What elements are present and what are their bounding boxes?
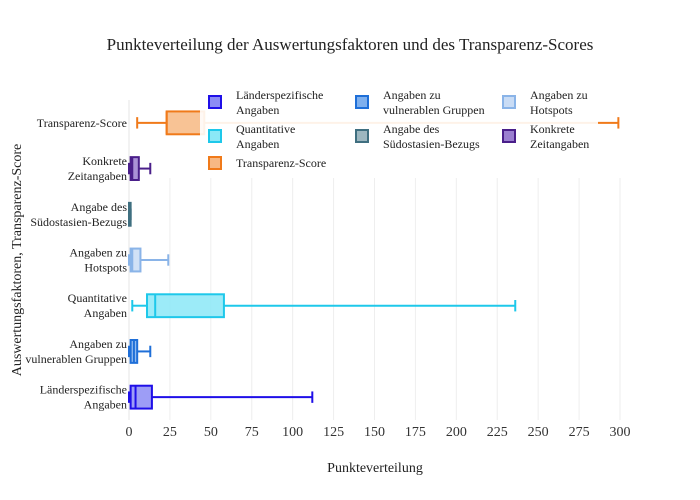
x-tick-label: 150 bbox=[364, 425, 385, 440]
box bbox=[129, 156, 140, 181]
legend-label: Hotspots bbox=[530, 103, 573, 117]
legend-label: Angaben bbox=[236, 137, 279, 151]
box-0[interactable] bbox=[128, 384, 314, 410]
category-label: Südostasien-Bezugs bbox=[30, 215, 127, 229]
x-tick-label: 100 bbox=[282, 425, 303, 440]
category-label: Hotspots bbox=[84, 261, 127, 275]
legend-item[interactable]: Transparenz-Score bbox=[208, 156, 326, 170]
box-3[interactable] bbox=[128, 247, 170, 273]
legend-swatch bbox=[208, 95, 222, 109]
legend-background bbox=[200, 84, 598, 176]
x-tick-label: 175 bbox=[405, 425, 426, 440]
category-label: Länderspezifische bbox=[40, 383, 127, 397]
legend-swatch bbox=[502, 95, 516, 109]
legend-label: Angaben zu bbox=[530, 88, 588, 102]
x-tick-label: 125 bbox=[323, 425, 344, 440]
legend-label: Zeitangaben bbox=[530, 137, 589, 151]
legend-swatch bbox=[502, 129, 516, 143]
legend-swatch bbox=[355, 95, 369, 109]
legend-label: Angaben zu bbox=[383, 88, 441, 102]
legend-label: vulnerablen Gruppen bbox=[383, 103, 485, 117]
x-tick-label: 200 bbox=[446, 425, 467, 440]
legend-label: Angabe des bbox=[383, 122, 440, 136]
category-label: Zeitangaben bbox=[68, 169, 127, 183]
legend-label: Quantitative bbox=[236, 122, 295, 136]
x-tick-label: 225 bbox=[487, 425, 508, 440]
x-tick-label: 250 bbox=[528, 425, 549, 440]
legend-swatch bbox=[208, 129, 222, 143]
box-4[interactable] bbox=[128, 201, 132, 227]
x-tick-label: 275 bbox=[569, 425, 590, 440]
legend-label: Angaben bbox=[236, 103, 279, 117]
x-tick-label: 25 bbox=[163, 425, 177, 440]
box bbox=[129, 247, 142, 273]
category-label: Angaben zu bbox=[69, 246, 127, 260]
x-axis-title: Punkteverteilung bbox=[327, 461, 423, 476]
legend-swatch bbox=[355, 129, 369, 143]
y-axis-title: Auswertungsfaktoren, Transparenz-Score bbox=[10, 144, 25, 377]
category-label: vulnerablen Gruppen bbox=[25, 352, 127, 366]
box-2[interactable] bbox=[131, 293, 517, 319]
legend-swatch bbox=[208, 156, 222, 170]
legend-label: Südostasien-Bezugs bbox=[383, 137, 480, 151]
x-tick-label: 50 bbox=[204, 425, 218, 440]
category-label: Transparenz-Score bbox=[37, 116, 127, 130]
box-1[interactable] bbox=[128, 339, 152, 364]
x-tick-labels: 0 25 50 75 100 125 150 175 200 225 250 275 300 bbox=[126, 425, 631, 440]
category-label: Angabe des bbox=[71, 200, 128, 214]
x-tick-label: 0 bbox=[126, 425, 133, 440]
chart-title: Punkteverteilung der Auswertungsfaktoren… bbox=[107, 35, 594, 54]
legend-label: Konkrete bbox=[530, 122, 575, 136]
category-label: Angaben bbox=[84, 306, 127, 320]
category-label: Konkrete bbox=[82, 154, 127, 168]
legend-label: Länderspezifische bbox=[236, 88, 323, 102]
box bbox=[146, 293, 225, 319]
legend-label: Transparenz-Score bbox=[236, 156, 326, 170]
category-label: Angaben bbox=[84, 398, 127, 412]
box bbox=[165, 110, 206, 136]
category-label: Angaben zu bbox=[69, 337, 127, 351]
category-label: Quantitative bbox=[68, 291, 127, 305]
x-tick-label: 300 bbox=[610, 425, 631, 440]
box-5[interactable] bbox=[128, 156, 152, 181]
box bbox=[129, 384, 153, 410]
x-tick-label: 75 bbox=[245, 425, 259, 440]
